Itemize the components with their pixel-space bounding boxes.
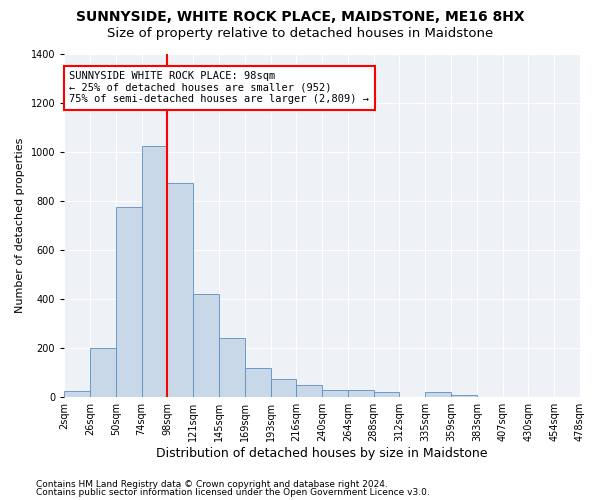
Bar — [64, 391, 90, 398]
Bar — [167, 182, 193, 398]
Bar — [193, 294, 219, 398]
Bar — [116, 208, 142, 398]
Text: SUNNYSIDE WHITE ROCK PLACE: 98sqm
← 25% of detached houses are smaller (952)
75%: SUNNYSIDE WHITE ROCK PLACE: 98sqm ← 25% … — [70, 71, 370, 104]
Bar — [245, 368, 271, 398]
Bar — [296, 385, 322, 398]
Text: SUNNYSIDE, WHITE ROCK PLACE, MAIDSTONE, ME16 8HX: SUNNYSIDE, WHITE ROCK PLACE, MAIDSTONE, … — [76, 10, 524, 24]
Text: Size of property relative to detached houses in Maidstone: Size of property relative to detached ho… — [107, 28, 493, 40]
Bar — [451, 395, 477, 398]
Bar — [425, 392, 451, 398]
X-axis label: Distribution of detached houses by size in Maidstone: Distribution of detached houses by size … — [157, 447, 488, 460]
Bar — [374, 392, 400, 398]
Bar — [348, 390, 374, 398]
Bar — [322, 390, 348, 398]
Text: Contains HM Land Registry data © Crown copyright and database right 2024.: Contains HM Land Registry data © Crown c… — [36, 480, 388, 489]
Bar — [142, 146, 167, 398]
Y-axis label: Number of detached properties: Number of detached properties — [15, 138, 25, 314]
Bar — [219, 338, 245, 398]
Bar — [271, 379, 296, 398]
Bar — [90, 348, 116, 398]
Text: Contains public sector information licensed under the Open Government Licence v3: Contains public sector information licen… — [36, 488, 430, 497]
